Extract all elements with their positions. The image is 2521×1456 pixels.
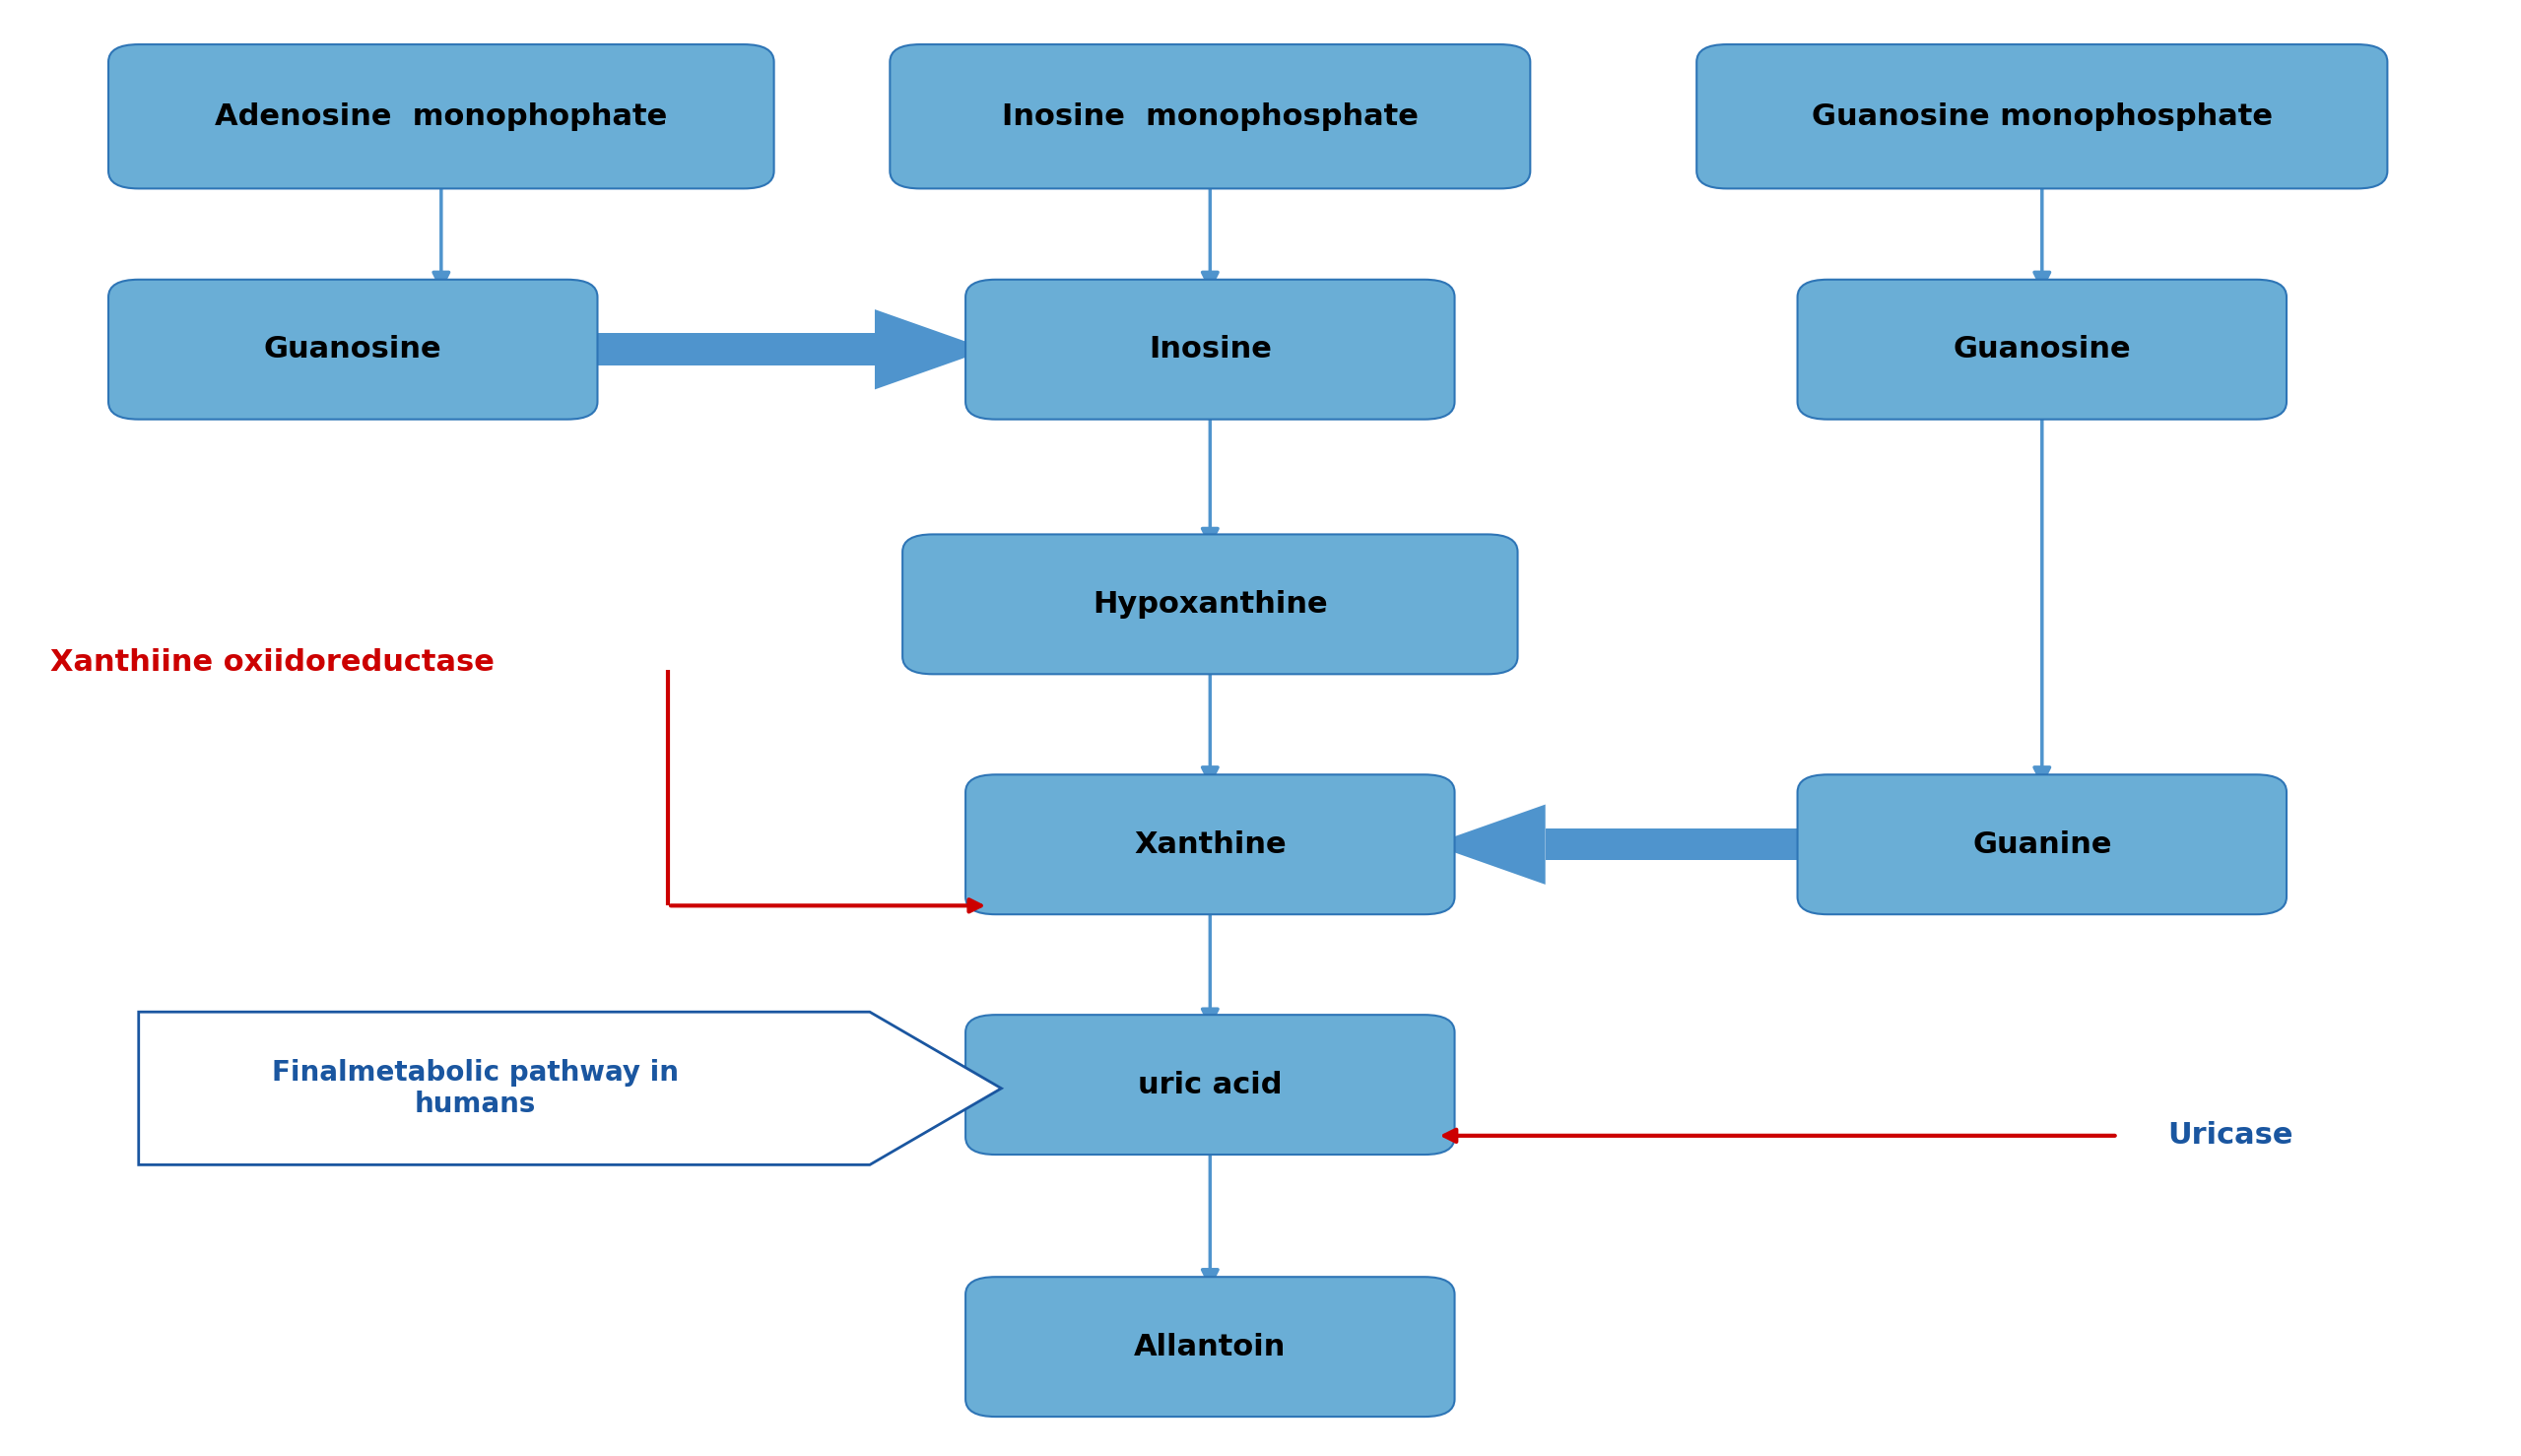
Text: Xanthiine oxiidoreductase: Xanthiine oxiidoreductase [50,648,494,677]
Text: Xanthine: Xanthine [1134,830,1286,859]
Text: Guanine: Guanine [1971,830,2113,859]
FancyBboxPatch shape [1545,828,1825,860]
FancyBboxPatch shape [966,280,1455,419]
Text: Uricase: Uricase [2168,1121,2294,1150]
Text: Guanosine monophosphate: Guanosine monophosphate [1813,102,2271,131]
FancyBboxPatch shape [966,775,1455,914]
Text: Inosine: Inosine [1150,335,1271,364]
Text: Finalmetabolic pathway in
humans: Finalmetabolic pathway in humans [272,1059,678,1118]
FancyBboxPatch shape [1797,280,2287,419]
Text: Adenosine  monophophate: Adenosine monophophate [214,102,668,131]
Polygon shape [875,310,988,389]
FancyBboxPatch shape [1697,45,2387,188]
Text: Inosine  monophosphate: Inosine monophosphate [1001,102,1419,131]
FancyBboxPatch shape [903,534,1518,674]
FancyBboxPatch shape [1797,775,2287,914]
FancyBboxPatch shape [890,45,1530,188]
Text: Guanosine: Guanosine [1954,335,2130,364]
Text: Guanosine: Guanosine [265,335,441,364]
Polygon shape [1432,804,1545,885]
Text: Allantoin: Allantoin [1134,1332,1286,1361]
FancyBboxPatch shape [966,1015,1455,1155]
Polygon shape [139,1012,1001,1165]
FancyBboxPatch shape [108,280,597,419]
Text: uric acid: uric acid [1137,1070,1283,1099]
Text: Hypoxanthine: Hypoxanthine [1092,590,1329,619]
FancyBboxPatch shape [966,1277,1455,1417]
FancyBboxPatch shape [575,333,875,365]
FancyBboxPatch shape [108,45,774,188]
